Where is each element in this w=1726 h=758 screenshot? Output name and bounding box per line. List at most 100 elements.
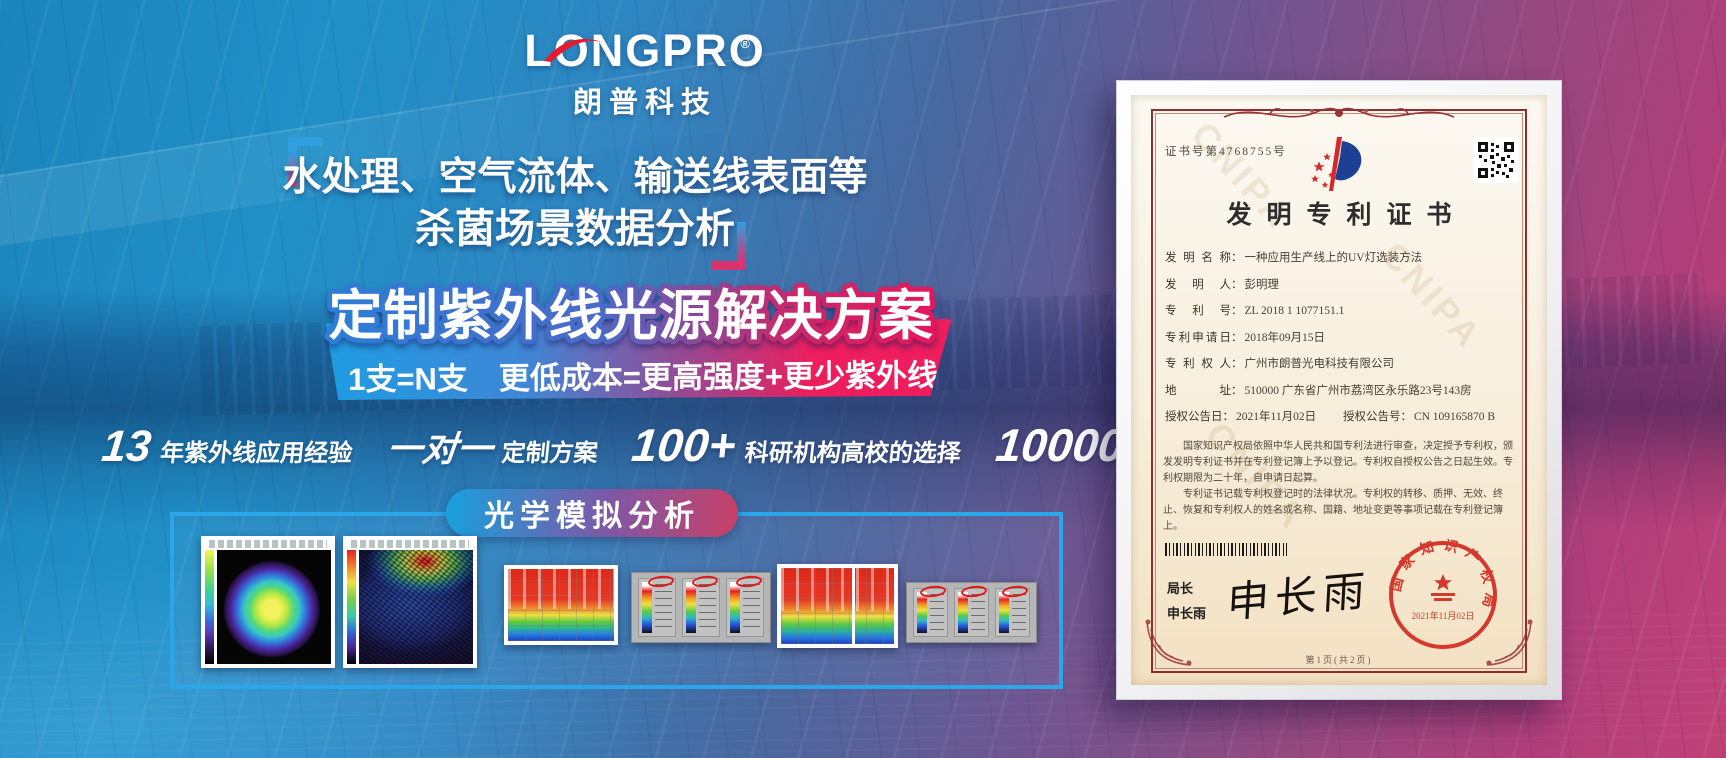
colorbar-legend <box>954 584 989 637</box>
simulation-badge: 光学模拟分析 <box>446 489 738 537</box>
grant-no: CN 109165870 B <box>1413 411 1496 423</box>
stat-experience: 13 年紫外线应用经验 <box>99 422 356 471</box>
sim-image-irradiance-round <box>201 536 335 668</box>
intensity-plot <box>781 568 894 644</box>
field-patent-no: 专利号： ZL 2018 1 1077151.1 <box>1165 302 1515 318</box>
corner-flourish-left <box>1145 619 1192 666</box>
certificate-number: 证书号第4768755号 <box>1165 146 1287 158</box>
stat-institutions: 100+ 科研机构高校的选择 <box>629 419 964 471</box>
sim-colorbar-legends-2 <box>906 582 1037 643</box>
field-label: 发明名称 <box>1165 252 1231 264</box>
optical-simulation-box: 光学模拟分析 <box>170 489 1063 689</box>
registered-mark: ® <box>740 36 750 51</box>
tick-labels <box>971 594 985 633</box>
certificate-legal-text: 国家知识产权局依照中华人民共和国专利法进行审查，决定授予专利权，颁发发明专利证书… <box>1163 439 1515 535</box>
field-value: 一种应用生产线上的UV灯选装方法 <box>1244 252 1423 264</box>
director-block: 局长 申长雨 <box>1167 577 1206 626</box>
director-signature: 申长雨 <box>1225 568 1372 628</box>
certificate-fields: 发明名称： 一种应用生产线上的UV灯选装方法 发明人： 彭明理 专利号： ZL 201… <box>1165 249 1515 435</box>
colon: ： <box>1231 358 1243 370</box>
bracket-bar <box>288 137 322 146</box>
colorbar <box>686 582 696 633</box>
colorbar <box>999 592 1009 633</box>
field-value: ZL 2018 1 1077151.1 <box>1244 305 1345 317</box>
director-label: 局长 <box>1167 581 1194 596</box>
logo-subtitle: 朗普科技 <box>572 87 717 119</box>
legal-paragraph-1: 国家知识产权局依照中华人民共和国专利法进行审查，决定授予专利权，颁发发明专利证书… <box>1163 441 1513 484</box>
sim-image-irradiance-scatter <box>343 536 477 668</box>
tick-labels <box>655 584 672 633</box>
sim-image-curtain-wide <box>777 564 898 648</box>
field-label: 专利申请日 <box>1165 331 1231 344</box>
stat-one-on-one: 一对一 定制方案 <box>384 430 600 469</box>
stat-value: 100+ <box>629 419 739 471</box>
colorbar-legend <box>995 584 1030 637</box>
legal-paragraph-2: 专利证书记载专利权登记时的法律状况。专利权的转移、质押、无效、终止、恢复和专利权… <box>1163 489 1503 532</box>
colorbar-legend <box>913 584 948 637</box>
brand-logo: LONGPRO ® 朗普科技 <box>470 28 820 121</box>
tick-labels <box>743 584 760 633</box>
headline-text: 定制紫外线光源解决方案 <box>329 286 934 346</box>
certificate-title: 发明专利证书 <box>1226 202 1467 229</box>
grant-date: 2021年11月02日 <box>1236 411 1317 423</box>
colorbar <box>205 550 214 664</box>
patent-certificate-frame: CNIPA CNIPA CNIPA 证书号第4768755号 <box>1116 80 1562 700</box>
field-address: 地址： 510000 广东省广州市荔湾区永乐路23号143房 <box>1165 382 1515 398</box>
irradiance-plot <box>359 550 473 664</box>
colon: ： <box>1231 331 1243 344</box>
tick-labels <box>930 594 944 633</box>
colorbar <box>730 582 740 633</box>
sim-colorbar-legends-1 <box>631 572 771 643</box>
field-invention-name: 发明名称： 一种应用生产线上的UV灯选装方法 <box>1165 249 1515 265</box>
plot-divider <box>852 568 856 644</box>
colon: ： <box>1231 252 1243 264</box>
stats-row: 13 年紫外线应用经验 一对一 定制方案 100+ 科研机构高校的选择 1000… <box>99 419 1304 471</box>
stat-label: 定制方案 <box>500 440 600 467</box>
plot-title-strip <box>209 540 327 548</box>
field-value: 510000 广东省广州市荔湾区永乐路23号143房 <box>1244 384 1472 397</box>
field-label: 地址 <box>1165 384 1231 397</box>
colorbar-legend <box>726 574 764 637</box>
tick-labels <box>1012 594 1026 633</box>
stat-value: 13 <box>99 422 154 471</box>
bracket-bar <box>288 137 297 187</box>
colon: ： <box>1400 411 1412 423</box>
colorbar-legend <box>638 574 676 637</box>
patent-certificate: CNIPA CNIPA CNIPA 证书号第4768755号 <box>1131 95 1547 685</box>
colorbar <box>958 592 968 633</box>
barcode <box>1165 543 1287 556</box>
field-label: 发明人 <box>1165 278 1231 291</box>
stat-value: 一对一 <box>384 430 495 469</box>
colon: ： <box>1231 305 1243 317</box>
director-name: 申长雨 <box>1167 605 1207 621</box>
hero-line-1: 水处理、空气流体、输送线表面等 <box>282 156 868 199</box>
colon: ： <box>1231 278 1243 291</box>
bracket-bar <box>712 261 746 270</box>
colon: ： <box>1222 411 1235 423</box>
sim-image-curtain-small <box>504 565 618 645</box>
colon: ： <box>1231 384 1243 397</box>
field-patentee: 专利权人： 广州市朗普光电科技有限公司 <box>1165 355 1515 371</box>
logo-text: LONGPRO <box>524 25 766 76</box>
field-label: 专利权人 <box>1165 358 1231 370</box>
intensity-plot <box>508 569 614 641</box>
cnipa-logo <box>1311 137 1362 191</box>
hero-line-2: 杀菌场景数据分析 <box>415 207 735 251</box>
field-inventor: 发明人： 彭明理 <box>1165 276 1515 292</box>
corner-flourish-right <box>1486 619 1533 666</box>
qr-code <box>1473 137 1519 183</box>
colorbar <box>642 582 652 633</box>
grant-date-label: 授权公告日 <box>1165 411 1223 423</box>
field-value: 广州市朗普光电科技有限公司 <box>1244 358 1395 370</box>
colorbar <box>347 550 356 664</box>
plot-title-strip <box>351 540 469 548</box>
colorbar-legend <box>682 574 720 637</box>
field-label: 专利号 <box>1165 305 1231 317</box>
quote-bracket-top-left <box>288 137 322 187</box>
headline: 定制紫外线光源解决方案 <box>324 281 938 351</box>
seal-date: 2021年11月02日 <box>1412 610 1475 621</box>
field-value: 2018年09月15日 <box>1244 331 1326 344</box>
page-footer: 第1页(共2页) <box>1305 655 1373 665</box>
bracket-bar <box>737 222 746 270</box>
